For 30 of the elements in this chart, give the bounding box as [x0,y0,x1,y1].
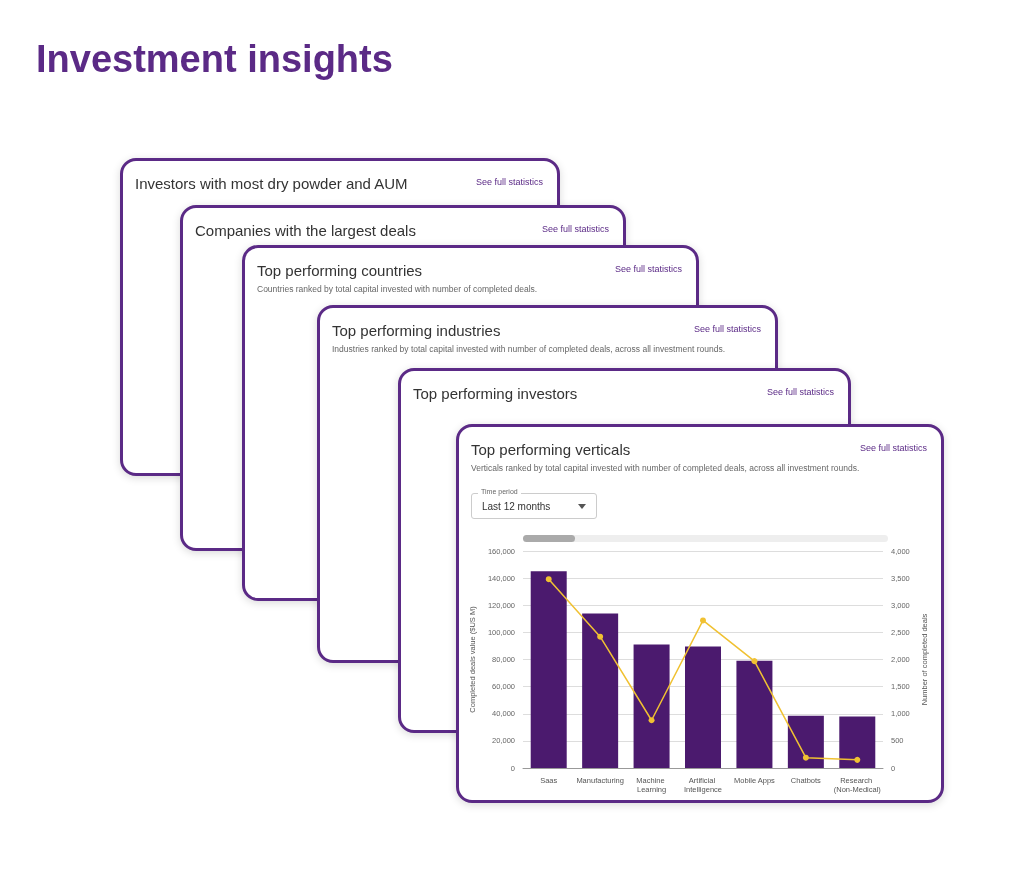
bar [839,716,876,768]
bar [736,660,773,768]
bar [582,613,619,768]
point [802,754,809,761]
point [854,756,861,763]
point [700,617,706,624]
bar [787,715,824,768]
text: Industries ranked by total capital invested with number of completed deals, across all investment rounds. [332,344,726,354]
point [597,633,604,640]
point [751,658,758,665]
point [545,576,552,583]
text: See full statistics [693,324,761,334]
bar [633,644,670,768]
bar [685,646,721,768]
text: See full statistics [541,224,609,234]
chart-title: Top performing verticals [471,441,631,458]
text: Top performing industries [332,322,501,339]
point [648,717,655,724]
text: Top performing countries [257,262,423,279]
text: See full statistics [614,264,682,274]
text: Companies with the largest deals [195,222,416,239]
text: Investors with most dry powder and AUM [135,175,408,192]
chart-subtitle: Verticals ranked by total capital invested with number of completed deals, across all investment rounds. [471,463,860,473]
bar [530,571,567,768]
text: Countries ranked by total capital invested with number of completed deals. [257,284,538,294]
text: Top performing investors [413,385,578,402]
text: See full statistics [475,177,543,187]
text: Investment insights [36,38,393,81]
text: See full statistics [859,443,927,453]
text: See full statistics [766,387,834,397]
